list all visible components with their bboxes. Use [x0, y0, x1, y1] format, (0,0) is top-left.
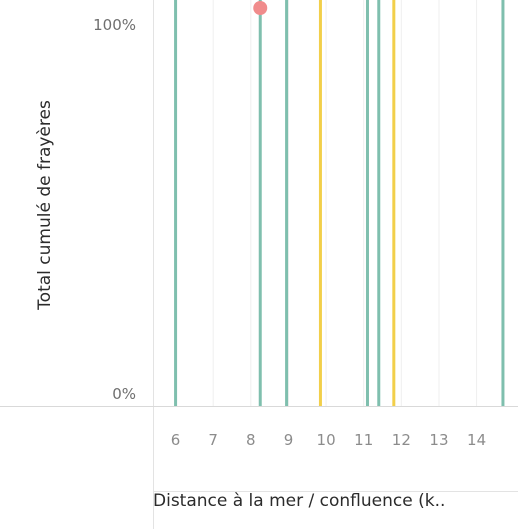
x-tick-label: 13 [429, 431, 448, 449]
y-axis-title: Total cumulé de frayères [35, 100, 55, 311]
markers-layer [253, 1, 268, 15]
y-tick-label: 0% [112, 385, 136, 403]
gridlines [175, 0, 478, 406]
x-tick-labels: 6 7 8 9 10 11 12 13 14 [171, 431, 486, 449]
x-axis-title: Distance à la mer / confluence (k.. [153, 491, 445, 511]
series-layer [174, 0, 505, 406]
x-tick-label: 7 [208, 431, 218, 449]
x-tick-label: 8 [246, 431, 256, 449]
x-tick-label: 10 [317, 431, 336, 449]
x-tick-label: 6 [171, 431, 181, 449]
x-tick-label: 11 [354, 431, 373, 449]
x-tick-label: 12 [392, 431, 411, 449]
x-tick-label: 9 [284, 431, 294, 449]
y-tick-label: 100% [93, 16, 136, 34]
x-tick-label: 14 [467, 431, 486, 449]
data-point-marker[interactable] [253, 1, 268, 15]
